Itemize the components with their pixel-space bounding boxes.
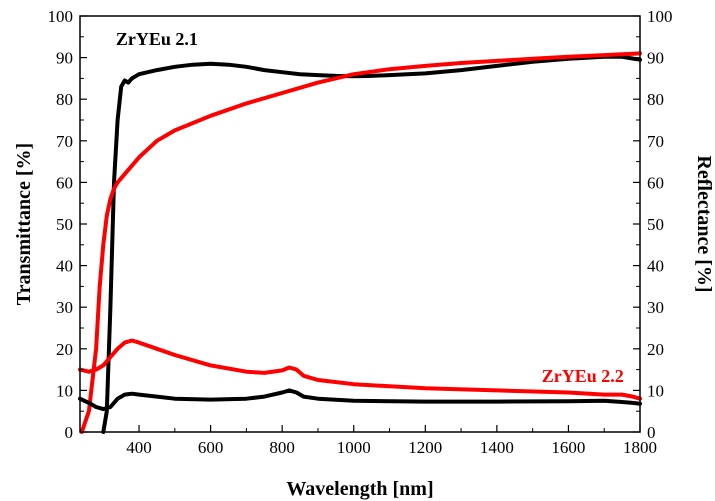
y-tick-label-left: 80: [56, 90, 73, 109]
y-axis-title-right: Reflectance [%]: [693, 155, 715, 292]
y-tick-label-right: 70: [647, 132, 664, 151]
series-annotation-1: ZrYEu 2.1: [116, 29, 198, 49]
y-tick-label-left: 90: [56, 49, 73, 68]
y-tick-label-right: 100: [647, 7, 673, 26]
series-line-2: [79, 51, 642, 434]
series-line-4: [78, 338, 642, 401]
y-tick-label-right: 60: [647, 173, 664, 192]
y-tick-label-left: 0: [65, 423, 74, 442]
y-tick-label-left: 100: [48, 7, 74, 26]
y-tick-label-left: 40: [56, 257, 73, 276]
y-tick-label-right: 90: [647, 49, 664, 68]
x-tick-label: 800: [269, 438, 295, 457]
x-tick-label: 400: [126, 438, 152, 457]
x-tick-label: 1600: [551, 438, 585, 457]
x-tick-label: 1200: [408, 438, 442, 457]
y-tick-label-right: 50: [647, 215, 664, 234]
series-annotation-2: ZrYEu 2.2: [542, 366, 624, 386]
x-axis-title: Wavelength [nm]: [286, 478, 433, 500]
y-tick-label-left: 30: [56, 298, 73, 317]
annotations: ZrYEu 2.1 ZrYEu 2.2: [116, 29, 624, 386]
x-tick-label: 1400: [480, 438, 514, 457]
series-line-3: [78, 388, 642, 412]
y-tick-label-right: 30: [647, 298, 664, 317]
y-tick-label-left: 20: [56, 340, 73, 359]
y-tick-label-left: 10: [56, 381, 73, 400]
y-tick-label-right: 0: [647, 423, 656, 442]
y-tick-label-left: 50: [56, 215, 73, 234]
x-tick-label: 600: [198, 438, 224, 457]
y-tick-label-right: 40: [647, 257, 664, 276]
y-axis-title-left: Transmittance [%]: [13, 143, 35, 305]
y-tick-label-right: 80: [647, 90, 664, 109]
x-tick-label: 1000: [337, 438, 371, 457]
y-tick-label-left: 70: [56, 132, 73, 151]
x-tick-label: 1800: [623, 438, 657, 457]
y-tick-label-right: 20: [647, 340, 664, 359]
y-tick-label-left: 60: [56, 173, 73, 192]
y-tick-label-right: 10: [647, 381, 664, 400]
series-line-1: [101, 54, 642, 434]
plot-lines: [78, 51, 642, 434]
